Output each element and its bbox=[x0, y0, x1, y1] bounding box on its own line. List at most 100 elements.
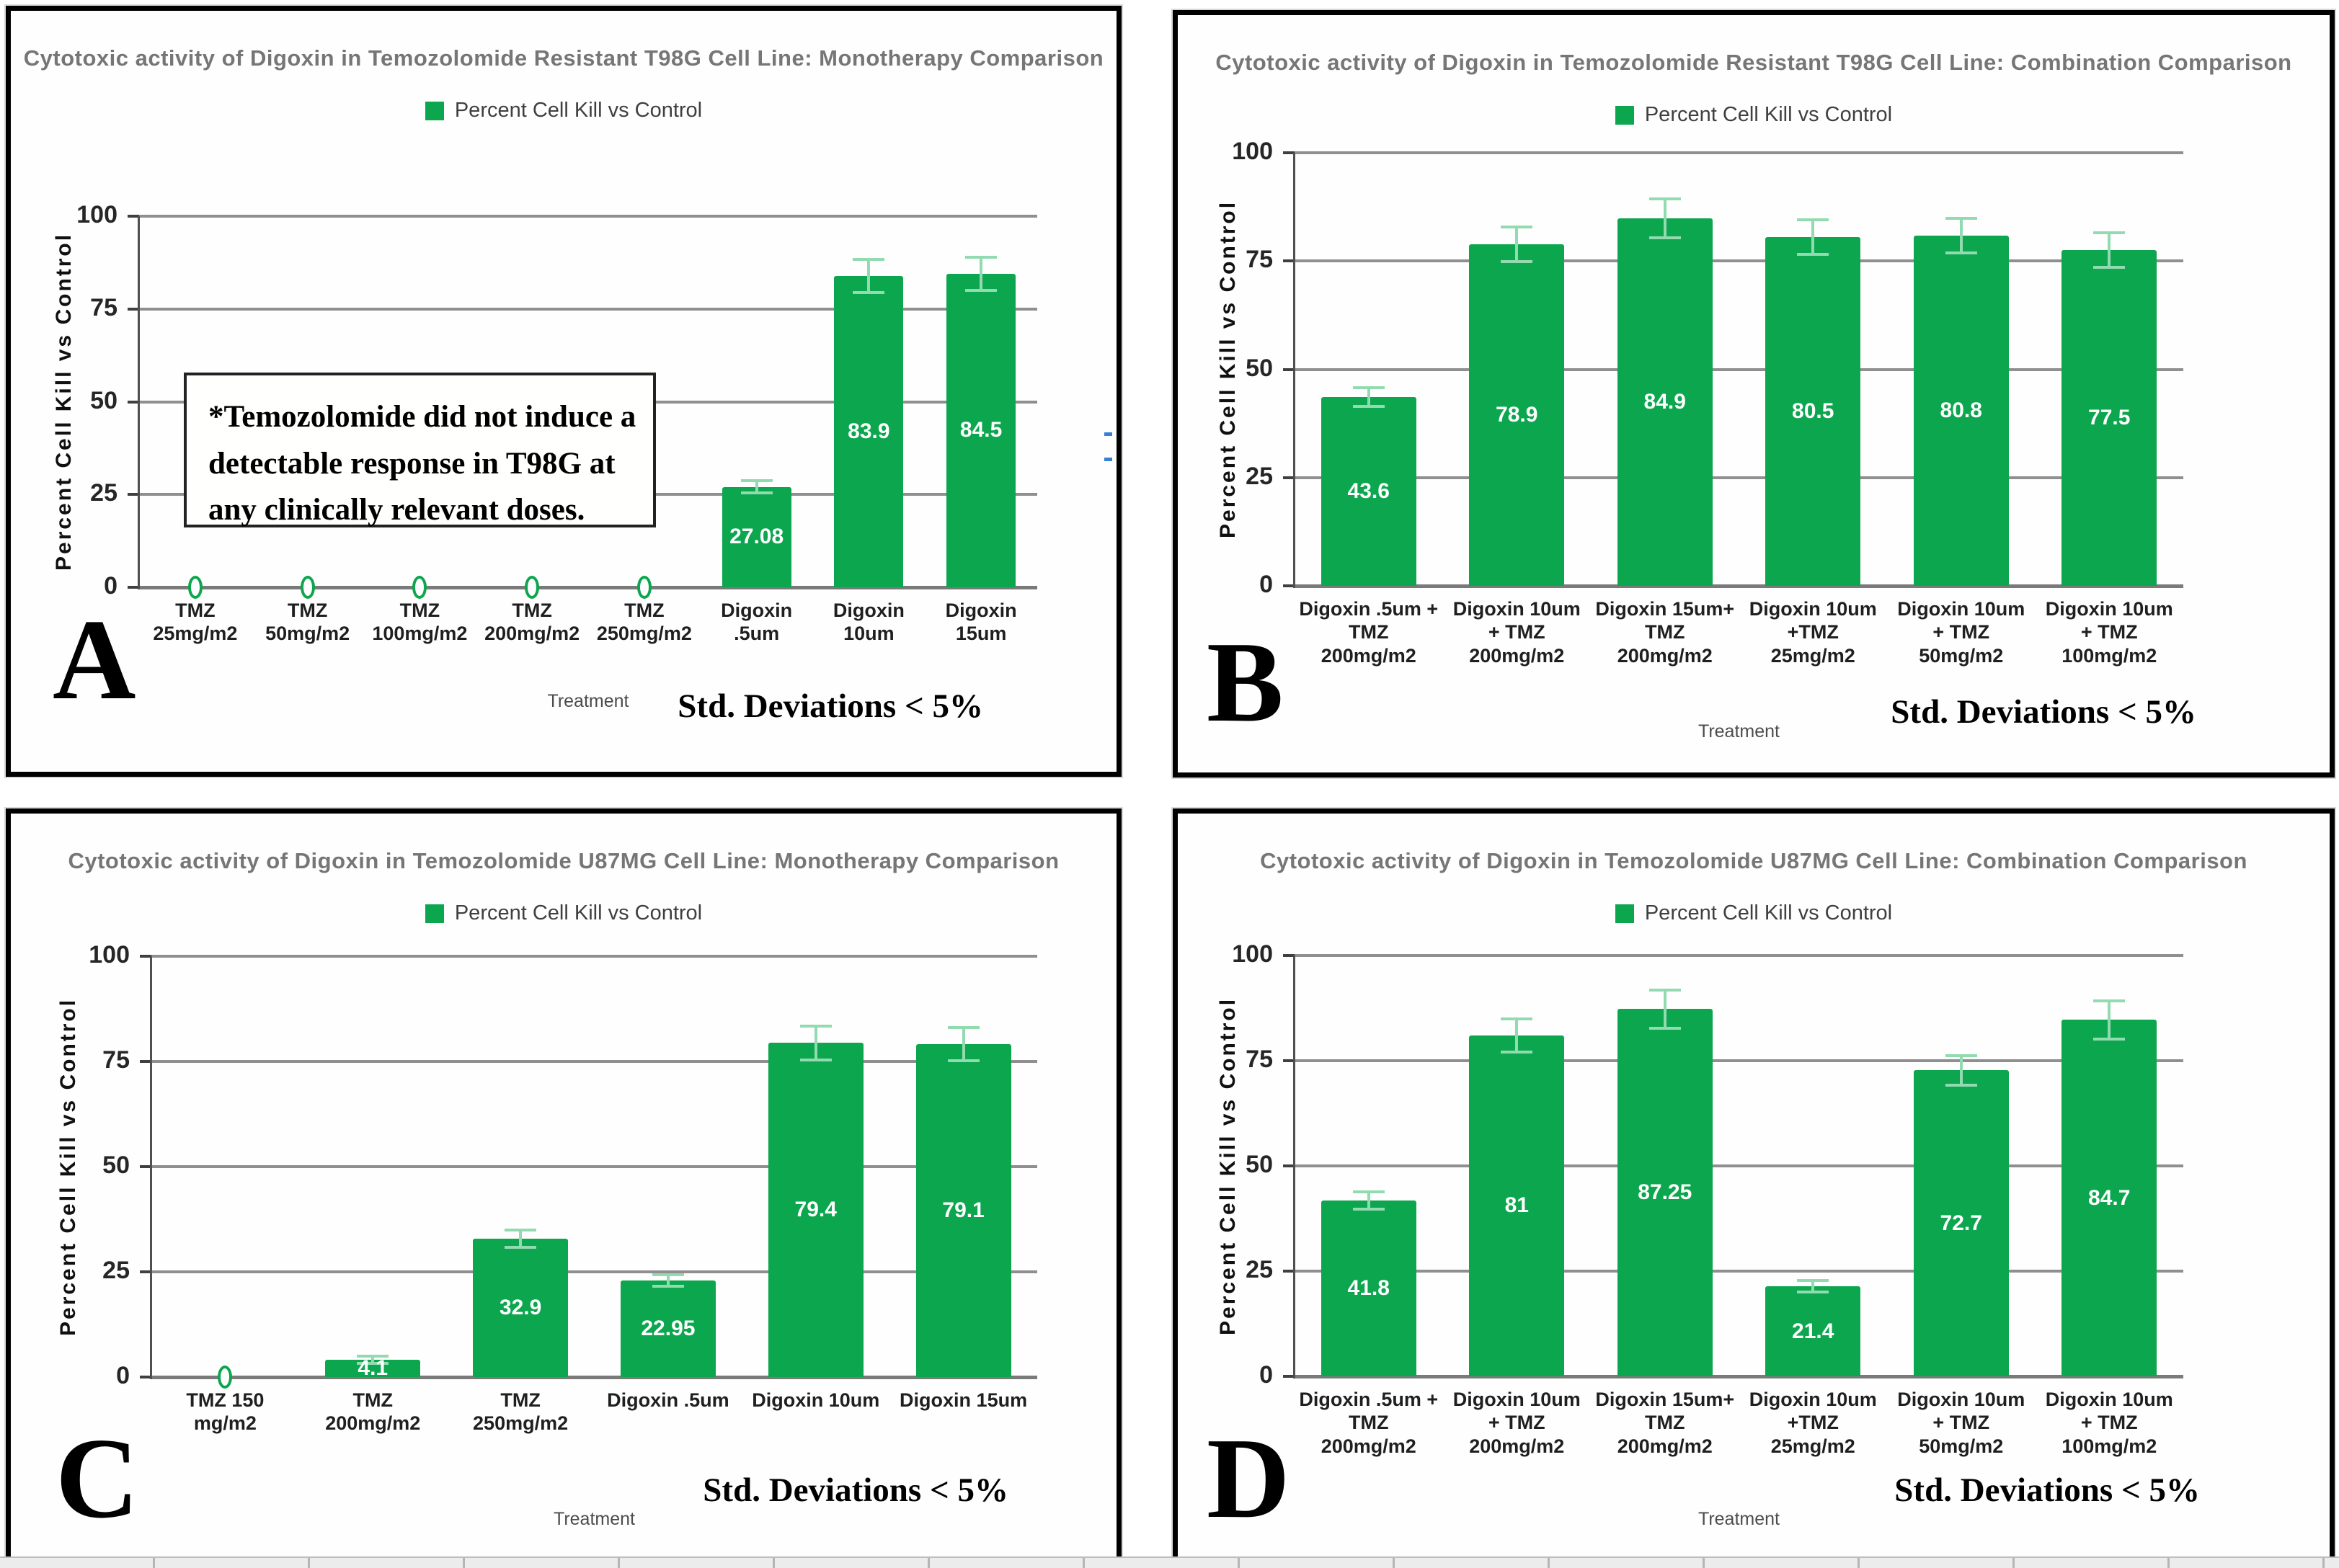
plot-area: 0 25 50 75 100 43.6 Digoxin .5um + TMZ 200mg/m2 7… bbox=[1178, 15, 2330, 772]
y-tick-label: 50 bbox=[1246, 1151, 1273, 1178]
error-bar-cap bbox=[1352, 405, 1385, 409]
gridline bbox=[1295, 151, 2183, 154]
stddev-note: Std. Deviations < 5% bbox=[703, 1471, 1008, 1509]
bar bbox=[1321, 396, 1416, 586]
legend-swatch-icon bbox=[425, 101, 444, 120]
stddev-note: Std. Deviations < 5% bbox=[678, 687, 983, 725]
error-bar bbox=[1663, 990, 1666, 1028]
error-bar bbox=[980, 257, 983, 290]
error-bar-cap bbox=[1352, 1207, 1385, 1211]
error-bar-cap bbox=[2093, 999, 2126, 1003]
error-bar-cap bbox=[1945, 1083, 1977, 1087]
x-category-label: Digoxin 10um +TMZ 25mg/m2 bbox=[1749, 1389, 1877, 1457]
y-tick-label: 75 bbox=[1246, 1046, 1273, 1073]
y-tick-label: 50 bbox=[1246, 354, 1273, 382]
x-category-label: Digoxin .5um bbox=[607, 1389, 729, 1411]
y-tick-mark bbox=[1283, 259, 1295, 263]
bar-value-label: 22.95 bbox=[641, 1316, 696, 1340]
y-tick-label: 0 bbox=[116, 1362, 130, 1389]
bar bbox=[1469, 1035, 1565, 1376]
gridline bbox=[1295, 368, 2183, 371]
y-tick-label: 0 bbox=[104, 572, 117, 600]
x-category-label: TMZ 200mg/m2 bbox=[325, 1389, 421, 1435]
bar-value-label: 84.5 bbox=[959, 418, 1003, 442]
panel-b: Cytotoxic activity of Digoxin in Temozol… bbox=[1173, 10, 2335, 778]
bar-value-label: 72.7 bbox=[1940, 1211, 1982, 1235]
error-bar-cap bbox=[2093, 1037, 2126, 1041]
x-axis-title: Treatment bbox=[553, 1509, 635, 1529]
error-bar-cap bbox=[1797, 218, 1829, 222]
error-bar-cap bbox=[357, 1362, 389, 1366]
y-tick-mark bbox=[1283, 584, 1295, 587]
x-category-label: Digoxin 15um+ TMZ 200mg/m2 bbox=[1595, 598, 1735, 667]
gridline bbox=[1295, 1375, 2183, 1378]
bar bbox=[1913, 236, 2009, 586]
error-bar-cap bbox=[1648, 989, 1681, 992]
gridline bbox=[1295, 954, 2183, 957]
error-bar-cap bbox=[740, 479, 773, 483]
bar bbox=[1321, 1200, 1416, 1376]
error-bar-cap bbox=[652, 1284, 684, 1288]
error-bar-cap bbox=[1648, 197, 1681, 200]
gridline bbox=[151, 1376, 1037, 1379]
y-tick-mark bbox=[140, 1060, 151, 1063]
error-bar-cap bbox=[505, 1229, 537, 1232]
x-category-label: TMZ 25mg/m2 bbox=[153, 600, 238, 645]
zero-value-marker bbox=[412, 576, 427, 599]
error-bar bbox=[1811, 1280, 1815, 1292]
error-bar-cap bbox=[965, 289, 998, 292]
y-tick-label: 25 bbox=[90, 479, 117, 507]
y-tick-label: 50 bbox=[102, 1152, 130, 1179]
error-bar bbox=[1663, 198, 1666, 238]
gridline bbox=[151, 1270, 1037, 1273]
error-bar-cap bbox=[740, 491, 773, 494]
error-bar bbox=[2108, 1001, 2111, 1039]
bar bbox=[1469, 244, 1565, 586]
y-tick-mark bbox=[1283, 1375, 1295, 1378]
error-bar bbox=[962, 1027, 965, 1061]
y-axis-line bbox=[1293, 956, 1295, 1378]
y-tick-mark bbox=[128, 307, 139, 311]
gridline bbox=[1295, 584, 2183, 588]
bar-value-label: 84.7 bbox=[2088, 1185, 2131, 1210]
bar bbox=[834, 275, 904, 587]
annotation-note: *Temozolomide did not induce a detectabl… bbox=[184, 373, 656, 527]
y-axis-line bbox=[138, 216, 140, 589]
x-category-label: Digoxin 10um + TMZ 50mg/m2 bbox=[1897, 1389, 2025, 1457]
y-tick-label: 0 bbox=[1259, 571, 1273, 598]
x-category-label: Digoxin 10um bbox=[752, 1389, 880, 1411]
y-tick-mark bbox=[128, 400, 139, 404]
error-bar bbox=[867, 259, 871, 293]
error-bar-cap bbox=[2093, 231, 2126, 235]
error-bar-cap bbox=[1501, 1017, 1533, 1020]
y-tick-mark bbox=[1283, 954, 1295, 957]
chart-title: Cytotoxic activity of Digoxin in Temozol… bbox=[68, 848, 1060, 873]
error-bar-cap bbox=[1648, 1026, 1681, 1030]
bar bbox=[2061, 1020, 2157, 1376]
x-category-label: TMZ 250mg/m2 bbox=[473, 1389, 569, 1435]
error-bar-cap bbox=[853, 291, 885, 295]
bar bbox=[473, 1238, 569, 1377]
error-bar bbox=[371, 1355, 375, 1364]
plot-area: 0 25 50 75 100 TMZ 150 mg/m2 4.1 TMZ 200mg/m2 32.9… bbox=[11, 814, 1117, 1559]
error-bar-cap bbox=[1797, 253, 1829, 257]
panel-a: Cytotoxic activity of Digoxin in Temozol… bbox=[6, 6, 1122, 777]
x-category-label: Digoxin 10um + TMZ 200mg/m2 bbox=[1452, 1389, 1581, 1457]
panel-letter: C bbox=[56, 1414, 139, 1542]
error-bar bbox=[755, 481, 758, 493]
y-tick-label: 75 bbox=[102, 1046, 130, 1074]
gridline bbox=[139, 307, 1037, 311]
x-category-label: Digoxin 10um + TMZ 50mg/m2 bbox=[1897, 598, 2025, 667]
error-bar bbox=[1811, 220, 1815, 255]
error-bar-cap bbox=[1945, 217, 1977, 220]
y-tick-label: 50 bbox=[90, 386, 117, 414]
panel-c: Cytotoxic activity of Digoxin in Temozol… bbox=[6, 808, 1122, 1564]
bar bbox=[768, 1043, 864, 1377]
y-tick-label: 100 bbox=[1232, 138, 1273, 165]
error-bar-cap bbox=[1501, 1051, 1533, 1054]
bar bbox=[2061, 250, 2157, 586]
gridline bbox=[1295, 476, 2183, 479]
y-tick-label: 75 bbox=[1246, 246, 1273, 274]
chart-title: Cytotoxic activity of Digoxin in Temozol… bbox=[23, 45, 1104, 71]
